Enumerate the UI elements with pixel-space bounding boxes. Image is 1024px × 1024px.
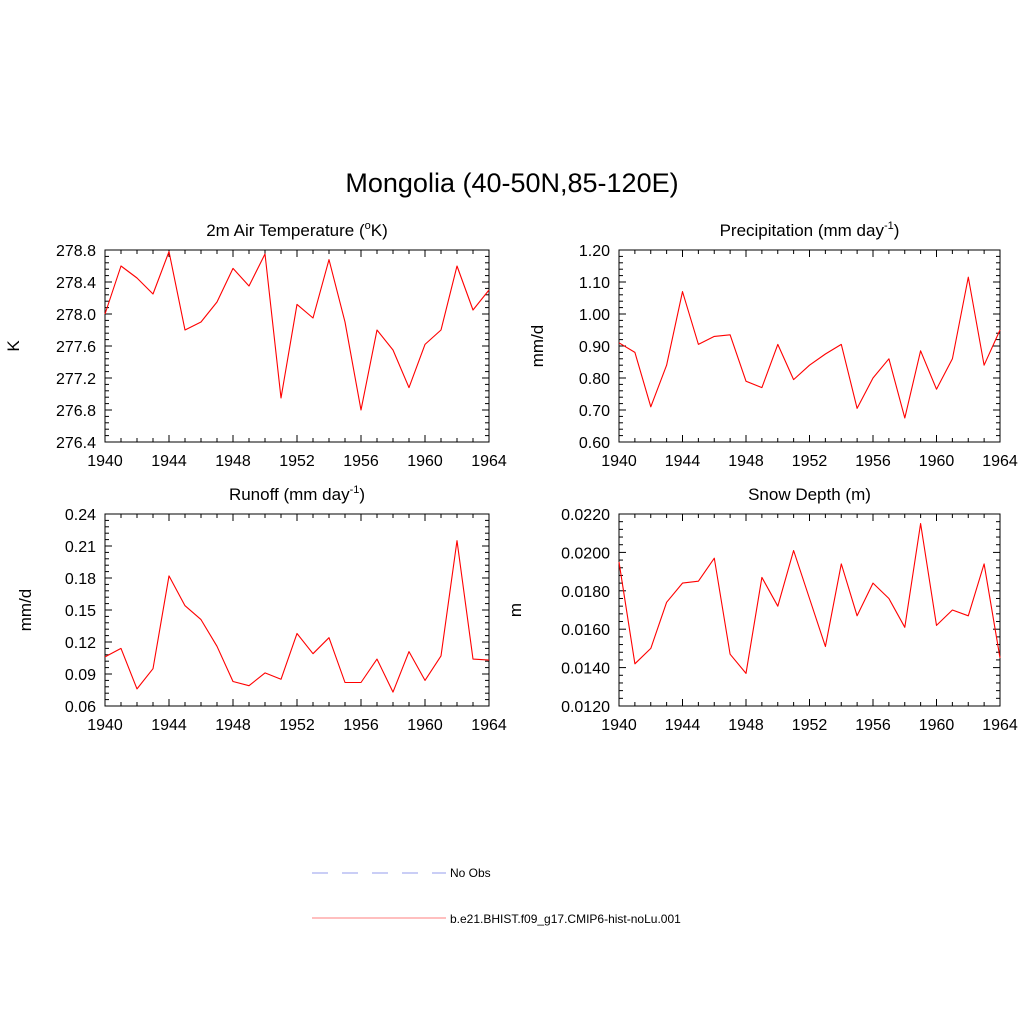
- y-tick-label: 276.8: [56, 403, 96, 420]
- x-tick-label: 1964: [982, 717, 1018, 734]
- y-tick-label: 0.90: [579, 339, 610, 356]
- x-tick-label: 1952: [279, 717, 315, 734]
- y-tick-label: 1.00: [579, 307, 610, 324]
- y-tick-label: 278.0: [56, 307, 96, 324]
- panel-title: Precipitation (mm day-1): [720, 220, 900, 240]
- x-tick-label: 1944: [151, 453, 187, 470]
- y-tick-label: 1.20: [579, 243, 610, 260]
- chart-panel-4: 1940 1944 1948 1952 1956 1960 1964 0.0120 0.0140…: [506, 485, 1018, 734]
- y-tick-label: 277.6: [56, 339, 96, 356]
- y-axis-label: mm/d: [528, 325, 547, 368]
- y-tick-label: 0.0220: [561, 507, 610, 524]
- legend-label-model: b.e21.BHIST.f09_g17.CMIP6-hist-noLu.001: [450, 912, 681, 926]
- x-tick-label: 1940: [87, 717, 123, 734]
- series-line: [618, 276, 1001, 419]
- y-tick-label: 0.18: [65, 571, 96, 588]
- y-tick-label: 1.10: [579, 275, 610, 292]
- y-tick-label: 277.2: [56, 371, 96, 388]
- y-tick-label: 0.06: [65, 699, 96, 716]
- x-tick-label: 1944: [665, 453, 701, 470]
- x-tick-label: 1952: [792, 453, 828, 470]
- y-tick-label: 0.12: [65, 635, 96, 652]
- y-tick-label: 0.0200: [561, 545, 610, 562]
- plot-frame: [618, 249, 1001, 443]
- series-line: [618, 523, 1001, 674]
- figure-title: Mongolia (40-50N,85-120E): [345, 168, 679, 198]
- y-tick-label: 0.21: [65, 539, 96, 556]
- panel-title-main: Precipitation (mm day: [720, 221, 885, 240]
- x-tick-label: 1960: [407, 453, 443, 470]
- panel-title-superscript: -1: [884, 220, 894, 232]
- x-tick-label: 1956: [855, 453, 891, 470]
- panel-title-main: Runoff (mm day: [229, 485, 350, 504]
- plot-frame: [618, 513, 1001, 707]
- x-tick-label: 1948: [215, 453, 251, 470]
- y-tick-label: 0.09: [65, 667, 96, 684]
- x-tick-label: 1940: [601, 453, 637, 470]
- x-tick-label: 1944: [665, 717, 701, 734]
- y-tick-label: 278.8: [56, 243, 96, 260]
- series-line: [104, 251, 490, 411]
- x-tick-label: 1956: [343, 453, 379, 470]
- y-tick-label: 0.0180: [561, 584, 610, 601]
- y-axis-label: K: [4, 340, 23, 352]
- legend-label-no-obs: No Obs: [450, 866, 491, 880]
- x-tick-label: 1964: [982, 453, 1018, 470]
- panel-title-superscript: -1: [350, 484, 360, 496]
- panel-title: 2m Air Temperature (oK): [206, 220, 388, 240]
- y-tick-label: 0.60: [579, 435, 610, 452]
- panel-title-superscript: o: [365, 220, 371, 232]
- y-tick-label: 0.24: [65, 507, 96, 524]
- chart-panel-2: 1940 1944 1948 1952 1956 1960 1964 0.60 0.70 0.80…: [528, 220, 1018, 470]
- x-tick-label: 1964: [471, 717, 507, 734]
- x-tick-label: 1960: [407, 717, 443, 734]
- y-tick-label: 0.0160: [561, 622, 610, 639]
- y-axis-label: mm/d: [16, 589, 35, 632]
- panel-title-main: Snow Depth (m): [748, 485, 871, 504]
- x-tick-label: 1960: [919, 453, 955, 470]
- y-tick-label: 278.4: [56, 275, 96, 292]
- series-line: [104, 540, 490, 693]
- x-tick-label: 1940: [87, 453, 123, 470]
- y-tick-label: 0.80: [579, 371, 610, 388]
- x-tick-label: 1956: [343, 717, 379, 734]
- plot-frame: [104, 249, 490, 443]
- y-tick-label: 0.15: [65, 603, 96, 620]
- x-tick-label: 1948: [728, 453, 764, 470]
- x-tick-label: 1952: [279, 453, 315, 470]
- panel-title-suffix: ): [359, 485, 365, 504]
- x-tick-label: 1944: [151, 717, 187, 734]
- y-axis-label: m: [506, 603, 525, 617]
- x-tick-label: 1960: [919, 717, 955, 734]
- x-tick-label: 1940: [601, 717, 637, 734]
- y-tick-label: 0.0140: [561, 661, 610, 678]
- x-tick-label: 1956: [855, 717, 891, 734]
- panel-title-main: 2m Air Temperature (: [206, 221, 365, 240]
- x-tick-label: 1948: [728, 717, 764, 734]
- panel-title-suffix: ): [894, 221, 900, 240]
- y-tick-label: 0.70: [579, 403, 610, 420]
- x-tick-label: 1964: [471, 453, 507, 470]
- panel-title: Snow Depth (m): [748, 485, 871, 504]
- x-tick-label: 1948: [215, 717, 251, 734]
- x-tick-label: 1952: [792, 717, 828, 734]
- y-tick-label: 276.4: [56, 435, 96, 452]
- chart-panel-3: 1940 1944 1948 1952 1956 1960 1964 0.06 0.09 0.12…: [16, 484, 507, 734]
- y-tick-label: 0.0120: [561, 699, 610, 716]
- panel-title: Runoff (mm day-1): [229, 484, 365, 504]
- chart-panel-1: 1940 1944 1948 1952 1956 1960 1964 276.4 276.8 27…: [4, 220, 507, 470]
- panel-title-suffix: K): [371, 221, 388, 240]
